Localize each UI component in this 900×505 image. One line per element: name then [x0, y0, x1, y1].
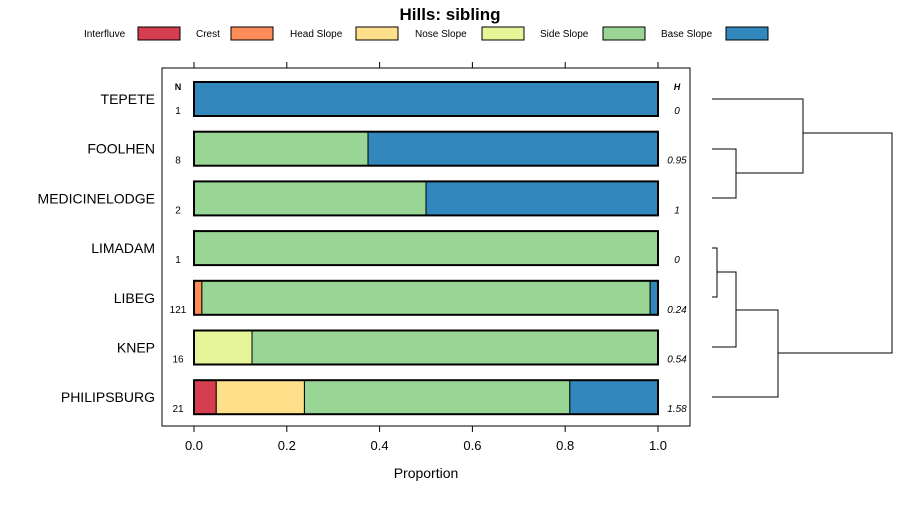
- row-n-value: 1: [175, 106, 181, 117]
- row-label: KNEP: [117, 340, 155, 356]
- bar-outline: [193, 180, 659, 217]
- row-n-value: 8: [175, 156, 181, 167]
- dendro-link-tepete-group1: [712, 98, 804, 174]
- bar-segment: [193, 180, 427, 216]
- row-label: MEDICINELODGE: [38, 190, 155, 206]
- row-label: LIBEG: [114, 290, 155, 306]
- legend-label: Head Slope: [290, 29, 343, 40]
- row-n-value: 2: [175, 205, 181, 216]
- x-tick-label: 0.2: [278, 438, 296, 453]
- legend-swatch: [355, 26, 399, 41]
- dendrogram: [712, 98, 893, 398]
- bar-segment: [303, 379, 571, 415]
- dendro-link-add-knep: [712, 271, 737, 348]
- bar-segment: [425, 180, 659, 216]
- bar-segment: [193, 330, 253, 365]
- row-h-value: 0.54: [667, 355, 687, 366]
- row-label: LIMADAM: [91, 240, 155, 256]
- x-tick-label: 0.6: [463, 438, 481, 453]
- dendro-link-limadam-libeg: [712, 247, 718, 298]
- chart-title: Hills: sibling: [399, 5, 500, 24]
- row-h-value: 1.58: [667, 404, 687, 415]
- legend-swatch: [230, 26, 274, 41]
- bar-segment: [649, 280, 659, 316]
- bar-segment: [193, 379, 217, 415]
- bar-outline: [193, 279, 659, 316]
- bar-outline: [193, 329, 659, 366]
- bar-segment: [569, 379, 659, 415]
- bar-segment: [215, 379, 305, 415]
- top-axis-ticks: [193, 62, 659, 68]
- x-axis-label: Proportion: [394, 465, 459, 481]
- x-tick-label: 0.8: [556, 438, 574, 453]
- bar-outline: [193, 379, 659, 416]
- dendro-link-foolhen-medicinelodge: [712, 148, 737, 199]
- bar-segment: [193, 230, 659, 266]
- row-label: PHILIPSBURG: [61, 389, 155, 405]
- dendro-link-add-philipsburg: [712, 309, 779, 398]
- legend-label: Interfluve: [84, 29, 126, 40]
- bars-layer: [193, 81, 659, 416]
- bar-outline: [193, 130, 659, 167]
- bar-segment: [201, 280, 651, 316]
- plot-frame: [161, 67, 691, 427]
- row-h-value: 0: [674, 106, 680, 117]
- legend-label: Nose Slope: [415, 29, 467, 40]
- row-n-value: 1: [175, 255, 181, 266]
- bar-outline: [193, 230, 659, 267]
- row-label: FOOLHEN: [87, 141, 155, 157]
- legend-label: Side Slope: [540, 29, 589, 40]
- legend-swatch: [725, 26, 769, 41]
- row-h-value: 1: [674, 205, 680, 216]
- bar-outline: [193, 81, 659, 117]
- legend-label: Base Slope: [661, 29, 713, 40]
- x-tick-label: 0.0: [185, 438, 203, 453]
- bar-segment: [251, 330, 659, 365]
- x-tick-label: 0.4: [371, 438, 389, 453]
- legend: Interfluve Crest Head Slope Nose Slope Side …: [84, 26, 769, 41]
- row-h-value: 0.24: [667, 305, 687, 316]
- x-tick-label: 1.0: [649, 438, 667, 453]
- bar-segment: [367, 131, 659, 167]
- legend-swatch: [481, 26, 525, 41]
- legend-swatch: [602, 26, 646, 41]
- h-header: H: [674, 82, 681, 92]
- row-h-value: 0: [674, 255, 680, 266]
- dendro-root: [778, 132, 893, 354]
- legend-swatch: [137, 26, 181, 41]
- row-h-value: 0.95: [667, 156, 687, 167]
- legend-label: Crest: [196, 29, 220, 40]
- row-n-value: 121: [170, 305, 187, 316]
- bar-segment: [193, 280, 203, 316]
- row-label: TEPETE: [101, 91, 155, 107]
- x-axis: 0.0 0.2 0.4 0.6 0.8 1.0: [185, 426, 667, 453]
- row-n-value: 16: [172, 355, 184, 366]
- row-n-value: 21: [172, 404, 184, 415]
- bar-segment: [193, 131, 369, 167]
- bar-segment: [193, 81, 659, 117]
- n-header: N: [175, 82, 182, 92]
